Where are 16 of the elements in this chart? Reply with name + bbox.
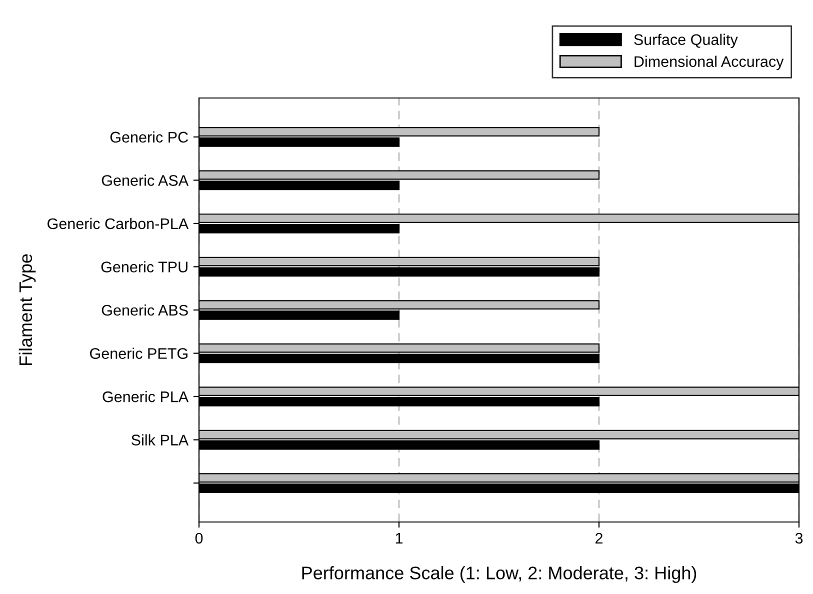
legend-label: Surface Quality [634, 34, 738, 48]
y-tick-label: Generic Carbon-PLA [48, 218, 189, 230]
y-tick-label: Generic PC [110, 131, 188, 143]
x-tick-label: 3 [795, 532, 803, 544]
x-tick-label: 2 [596, 532, 602, 544]
x-tick-label: 1 [396, 532, 403, 544]
y-tick-label: Generic PETG [90, 348, 188, 359]
x-tick-label: 0 [195, 532, 203, 544]
y-tick-label: Generic ABS [102, 304, 188, 316]
y-tick-label: Generic ASA [102, 174, 189, 186]
x-axis-title: Performance Scale (1: Low, 2: Moderate, 3: High) [302, 566, 696, 583]
y-tick-label: Generic PLA [102, 390, 189, 402]
y-axis-title: Filament Type [18, 254, 36, 366]
legend-label: Dimensional Accuracy [634, 56, 784, 70]
y-tick-label: Silk PLA [132, 434, 189, 446]
y-tick-label: Generic TPU [101, 261, 188, 272]
